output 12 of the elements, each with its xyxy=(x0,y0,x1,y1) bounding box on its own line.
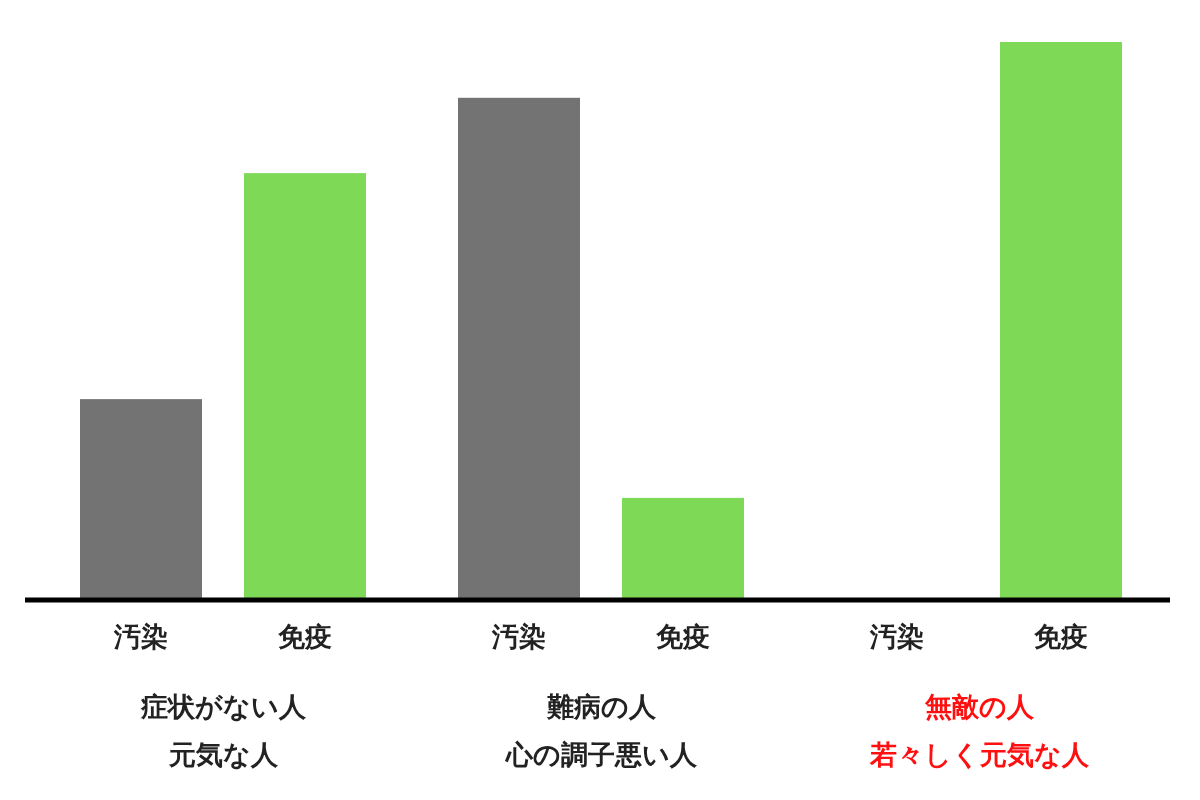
x-tick-label: 免疫 xyxy=(1034,621,1088,652)
text: 無敵の人 xyxy=(923,691,1035,722)
x-tick-label: 汚染 xyxy=(491,621,546,652)
x-tick-label: 免疫 xyxy=(278,621,332,652)
text: 症状がない人 xyxy=(139,691,307,722)
text: 若々しく元気な人 xyxy=(868,739,1090,770)
text: 難病の人 xyxy=(545,691,657,722)
x-tick-label: 免疫 xyxy=(656,621,710,652)
x-tick-label: 汚染 xyxy=(869,621,924,652)
x-tick-label: 汚染 xyxy=(113,621,168,652)
text: 元気な人 xyxy=(167,739,279,770)
text: 心の調子悪い人 xyxy=(503,739,698,770)
